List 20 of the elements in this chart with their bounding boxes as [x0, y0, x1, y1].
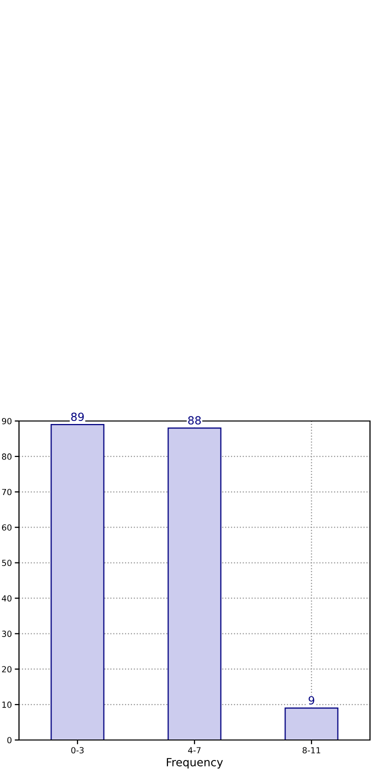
y-tick-label: 40	[2, 595, 12, 602]
y-tick-label: 30	[2, 630, 12, 637]
y-tick-label: 10	[2, 702, 12, 708]
y-tick-label: 60	[2, 524, 12, 531]
bar	[168, 428, 222, 740]
y-tick-label: 70	[2, 488, 12, 496]
y-tick-label: 50	[2, 560, 12, 566]
x-tick-label: 8-11	[302, 747, 320, 754]
bar	[284, 708, 338, 740]
x-tick-label: 4-7	[188, 747, 201, 754]
x-axis-title: Frequency	[166, 758, 223, 769]
x-tick-label: 0-3	[71, 747, 84, 754]
y-tick-label: 80	[2, 453, 12, 460]
data-label: 89	[71, 412, 84, 422]
data-label: 88	[188, 416, 201, 425]
y-tick-label: 20	[2, 666, 12, 672]
bar	[50, 424, 104, 740]
y-tick-label: 0	[7, 736, 12, 744]
y-tick-label: 90	[2, 418, 12, 424]
data-label: 9	[308, 696, 314, 705]
